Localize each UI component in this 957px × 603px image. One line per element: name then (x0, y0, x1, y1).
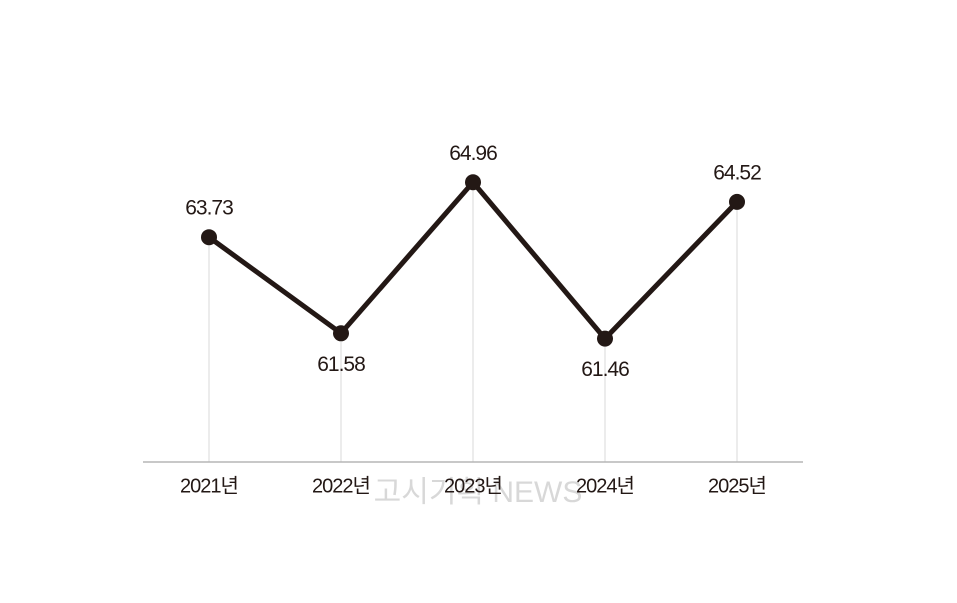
x-tick-label: 2021년 (180, 474, 238, 497)
value-label: 64.52 (713, 161, 761, 184)
watermark: 고시기획 NEWS (374, 476, 583, 509)
data-point (729, 193, 745, 210)
x-tick-label: 2022년 (312, 474, 370, 497)
value-label: 64.96 (449, 142, 497, 165)
x-tick-label: 2023년 (444, 474, 502, 497)
x-tick-label: 2025년 (708, 474, 766, 497)
value-label: 61.46 (581, 358, 629, 381)
value-label: 61.58 (317, 353, 365, 376)
data-point (465, 174, 481, 191)
data-point (201, 229, 217, 246)
x-tick-label: 2024년 (576, 474, 634, 497)
value-label: 63.73 (185, 197, 233, 220)
data-point (333, 325, 349, 342)
data-point (597, 330, 613, 347)
